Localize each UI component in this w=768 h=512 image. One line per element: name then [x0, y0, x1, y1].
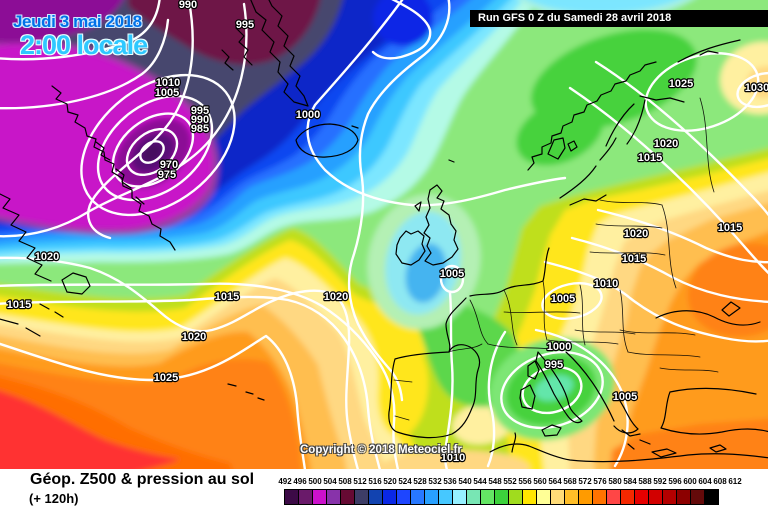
svg-text:1000: 1000 [547, 341, 571, 353]
svg-text:995: 995 [545, 359, 563, 371]
svg-text:1005: 1005 [440, 268, 464, 280]
svg-text:1030: 1030 [745, 82, 768, 94]
svg-text:1020: 1020 [654, 138, 678, 150]
svg-text:985: 985 [191, 123, 209, 135]
svg-text:1015: 1015 [622, 253, 646, 265]
svg-text:975: 975 [158, 169, 176, 181]
svg-text:1015: 1015 [638, 152, 662, 164]
svg-text:1010: 1010 [594, 278, 618, 290]
svg-text:1015: 1015 [7, 299, 31, 311]
svg-text:1005: 1005 [155, 87, 179, 99]
svg-text:995: 995 [236, 19, 254, 31]
svg-text:1005: 1005 [551, 293, 575, 305]
svg-text:1000: 1000 [296, 109, 320, 121]
svg-text:1020: 1020 [182, 331, 206, 343]
svg-text:995: 995 [191, 105, 209, 117]
svg-text:1020: 1020 [324, 291, 348, 303]
svg-text:1020: 1020 [35, 251, 59, 263]
svg-text:990: 990 [191, 114, 209, 126]
svg-text:1010: 1010 [156, 77, 180, 89]
svg-text:1010: 1010 [441, 452, 465, 464]
svg-text:970: 970 [160, 159, 178, 171]
svg-text:990: 990 [179, 0, 197, 11]
svg-text:1025: 1025 [154, 372, 178, 384]
svg-text:1005: 1005 [613, 391, 637, 403]
svg-text:1020: 1020 [624, 228, 648, 240]
svg-text:1025: 1025 [669, 78, 693, 90]
svg-text:1015: 1015 [718, 222, 742, 234]
svg-text:1015: 1015 [215, 291, 239, 303]
